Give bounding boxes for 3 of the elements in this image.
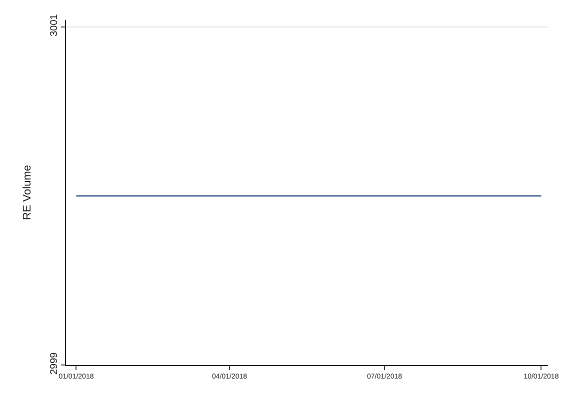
y-tick-label: 2999 [49, 352, 60, 375]
y-axis-title: RE Volume [22, 164, 34, 220]
y-tick-label: 3001 [49, 14, 60, 36]
